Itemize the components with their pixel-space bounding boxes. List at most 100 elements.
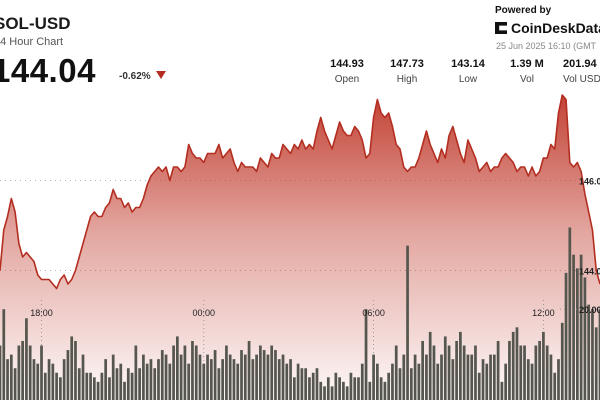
volume-bar: [481, 359, 485, 400]
volume-bar: [119, 363, 123, 400]
volume-bar: [221, 359, 224, 400]
volume-bar: [6, 359, 9, 400]
volume-bar: [43, 372, 47, 400]
volume-bar: [25, 318, 28, 400]
volume-bar: [296, 363, 300, 400]
volume-bar: [530, 363, 534, 400]
volume-bar: [379, 377, 383, 400]
x-tick-label: 06:00: [362, 308, 385, 318]
powered-by-label: Powered by: [495, 5, 552, 16]
brand-name: CoinDeskData: [511, 20, 600, 36]
volume-bar: [425, 354, 428, 400]
volume-bar: [81, 354, 85, 400]
current-price: 144.04: [0, 52, 96, 89]
volume-bar: [285, 363, 289, 400]
volume-bar: [523, 345, 526, 400]
volume-bar: [428, 331, 432, 400]
volume-bar: [432, 345, 436, 400]
volume-bar: [443, 336, 447, 400]
volume-bar: [477, 372, 481, 400]
volume-bar: [515, 327, 519, 400]
stat-value: 201.94: [563, 58, 597, 70]
volume-bar: [451, 359, 455, 400]
volume-bar: [153, 368, 157, 400]
volume-bar: [292, 377, 296, 400]
volume-bar: [160, 350, 164, 400]
volume-bar: [413, 354, 417, 400]
volume-bar: [360, 363, 364, 400]
volume-bar: [281, 354, 285, 400]
volume-bar: [74, 340, 77, 400]
volume-bar: [13, 368, 17, 400]
volume-bar: [149, 359, 153, 400]
volume-bar: [342, 381, 345, 400]
stat-open: 144.93 Open: [327, 58, 367, 85]
volume-bar: [447, 345, 451, 400]
volume-bar: [564, 272, 568, 400]
brand-logo: CoinDeskData: [495, 20, 600, 36]
volume-bar: [508, 340, 511, 400]
volume-bar: [345, 386, 349, 400]
volume-bar: [247, 340, 251, 400]
stat-vol-usd: 201.94 Vol USD: [563, 58, 600, 85]
timestamp: 25 Jun 2025 16:10 (GMT: [496, 41, 597, 51]
volume-bar: [489, 354, 492, 400]
volume-bar: [368, 381, 372, 400]
volume-bar: [338, 377, 341, 400]
volume-bar: [108, 377, 111, 400]
volume-bar: [59, 377, 62, 400]
volume-bar: [213, 350, 217, 400]
volume-bar: [466, 354, 470, 400]
chart-subtitle: 24 Hour Chart: [0, 36, 64, 48]
volume-bar: [28, 345, 32, 400]
volume-bar: [349, 372, 353, 400]
volume-bar: [206, 354, 209, 400]
volume-bar: [274, 350, 277, 400]
volume-bar: [406, 245, 409, 400]
volume-bar: [115, 368, 119, 400]
stat-label: Vol: [520, 74, 534, 85]
volume-bar: [228, 354, 232, 400]
volume-bar: [315, 368, 319, 400]
volume-bar: [470, 354, 474, 400]
volume-bar: [534, 345, 538, 400]
volume-bar: [232, 359, 236, 400]
volume-bar: [17, 345, 21, 400]
stat-value: 143.14: [451, 58, 485, 70]
y-tick-label: 146.0: [579, 177, 600, 187]
price-area: [0, 95, 600, 400]
volume-bar: [172, 345, 175, 400]
volume-bar: [89, 372, 92, 400]
volume-bar: [236, 363, 240, 400]
volume-bar: [372, 354, 375, 400]
volume-bar: [579, 254, 583, 400]
volume-bar: [240, 350, 243, 400]
volume-bar: [402, 354, 406, 400]
volume-bar: [191, 340, 194, 400]
stat-low: 143.14 Low: [447, 58, 489, 85]
volume-bar: [353, 377, 357, 400]
volume-bar: [568, 227, 572, 400]
volume-bar: [398, 368, 402, 400]
volume-bar: [474, 345, 477, 400]
volume-bar: [576, 268, 579, 400]
volume-bar: [587, 304, 591, 400]
y-tick-label: 144.0: [579, 267, 600, 277]
volume-bar: [492, 354, 496, 400]
price-line: [0, 94, 600, 290]
volume-bar: [157, 359, 160, 400]
volume-bar: [394, 345, 398, 400]
volume-bar: [179, 354, 183, 400]
volume-bar: [104, 359, 108, 400]
volume-bar: [255, 354, 258, 400]
stat-label: Vol USD: [563, 74, 600, 85]
volume-bar: [209, 359, 213, 400]
volume-bar: [462, 345, 466, 400]
volume-bar: [572, 254, 575, 400]
volume-bar: [62, 359, 66, 400]
volume-bar: [277, 359, 281, 400]
volume-bar: [270, 345, 274, 400]
volume-bar: [376, 363, 379, 400]
volume-bar: [123, 381, 126, 400]
